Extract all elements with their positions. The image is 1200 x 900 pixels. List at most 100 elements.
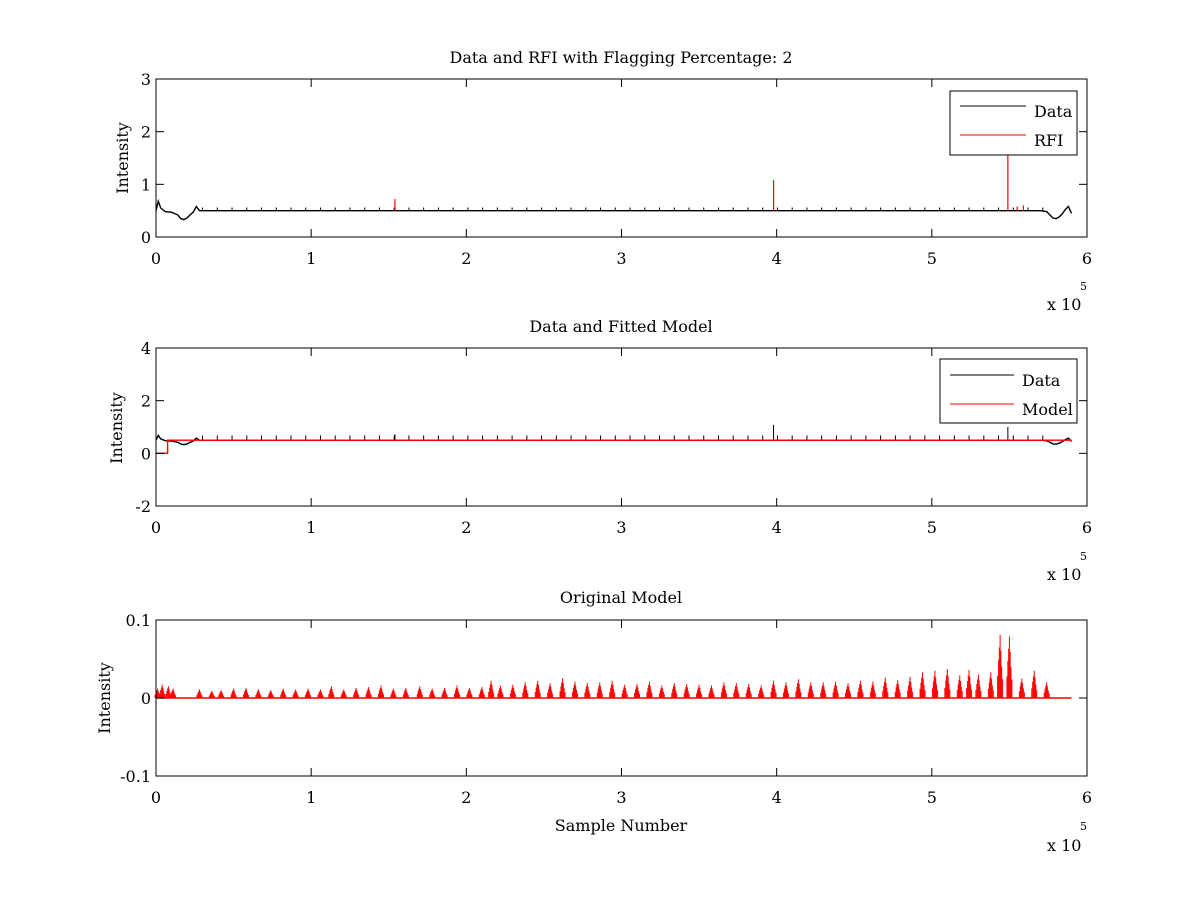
x-tick-label: 0 xyxy=(151,788,161,807)
subplot-1-legend-rfi-label: RFI xyxy=(1034,131,1063,150)
subplot-1-plot-area xyxy=(155,150,1073,221)
model-burst xyxy=(255,689,262,698)
model-burst xyxy=(497,685,504,698)
model-burst xyxy=(907,676,914,698)
model-burst xyxy=(931,670,938,698)
subplot-rfi: Data and RFI with Flagging Percentage: 2… xyxy=(113,48,1092,314)
model-burst xyxy=(488,680,495,698)
model-burst xyxy=(328,686,335,698)
model-burst xyxy=(170,688,177,698)
subplot-1-legend-data-label: Data xyxy=(1034,102,1073,121)
model-burst xyxy=(869,681,876,698)
model-burst xyxy=(478,687,485,698)
model-burst xyxy=(832,681,839,698)
model-burst xyxy=(1006,636,1013,698)
model-burst xyxy=(429,688,436,698)
y-tick-label: 2 xyxy=(141,392,151,411)
y-tick-label: 0 xyxy=(141,444,151,463)
model-burst xyxy=(305,688,312,698)
subplot-2-legend-model-label: Model xyxy=(1022,400,1073,419)
model-burst xyxy=(609,680,616,698)
x-tick-label: 3 xyxy=(616,518,626,537)
x-tick-label: 3 xyxy=(616,249,626,268)
model-burst xyxy=(987,672,994,698)
model-burst xyxy=(159,684,166,698)
model-burst xyxy=(621,684,628,698)
x-tick-label: 4 xyxy=(772,788,782,807)
subplot-2-title: Data and Fitted Model xyxy=(529,317,712,336)
model-burst xyxy=(596,682,603,698)
model-burst xyxy=(559,678,566,698)
subplot-1-ylabel: Intensity xyxy=(113,122,132,194)
subplot-2-ylabel: Intensity xyxy=(107,392,126,464)
subplot-3-x-exponent: x 10 xyxy=(1047,836,1081,855)
model-burst xyxy=(280,688,287,698)
model-burst xyxy=(454,685,461,698)
model-burst xyxy=(571,681,578,698)
subplot-2-legend-box xyxy=(939,358,1078,424)
model-burst xyxy=(882,677,889,698)
model-burst xyxy=(267,690,274,698)
subplot-1-x-exponent-power: 5 xyxy=(1080,280,1087,293)
model-burst xyxy=(807,682,814,698)
model-burst xyxy=(340,689,347,698)
model-burst xyxy=(218,690,225,698)
subplot-1-legend-box xyxy=(949,90,1078,156)
subplot-3-ticks: 0 1 2 3 4 5 6-0.100.1 xyxy=(120,611,1092,807)
subplot-original-model: Original Model Intensity Sample Number 0… xyxy=(95,588,1092,855)
model-burst xyxy=(441,687,448,698)
y-tick-label: 3 xyxy=(141,70,151,89)
model-burst xyxy=(365,687,372,698)
y-tick-label: -2 xyxy=(135,497,151,516)
model-burst xyxy=(509,684,516,698)
model-burst xyxy=(782,682,789,698)
subplot-1-ticks: 0 1 2 3 4 5 6 0 1 2 3 xyxy=(141,70,1092,268)
model-burst xyxy=(795,679,802,698)
model-burst xyxy=(402,687,409,698)
model-burst xyxy=(1043,682,1050,698)
model-burst xyxy=(696,684,703,698)
subplot-3-plot-area xyxy=(154,634,1072,699)
x-tick-label: 6 xyxy=(1082,249,1092,268)
model-burst xyxy=(230,688,237,698)
subplot-3-xlabel: Sample Number xyxy=(555,816,688,835)
y-tick-label: 2 xyxy=(141,123,151,142)
model-burst xyxy=(720,682,727,698)
model-burst xyxy=(292,689,299,698)
model-burst xyxy=(317,689,324,698)
model-burst xyxy=(547,683,554,698)
model-burst xyxy=(390,688,397,698)
model-burst xyxy=(733,683,740,698)
y-tick-label: 0 xyxy=(141,228,151,247)
model-burst xyxy=(820,682,827,698)
x-tick-label: 2 xyxy=(461,788,471,807)
model-burst xyxy=(1031,670,1038,698)
model-burst xyxy=(378,685,384,698)
x-tick-label: 5 xyxy=(927,249,937,268)
subplot-1-title: Data and RFI with Flagging Percentage: 2 xyxy=(449,48,792,67)
subplot-2-x-exponent: x 10 xyxy=(1047,565,1081,584)
model-burst xyxy=(534,680,541,698)
x-tick-label: 6 xyxy=(1082,518,1092,537)
model-burst xyxy=(208,690,215,698)
subplot-2-plot-area xyxy=(155,424,1073,454)
subplot-1-x-exponent: x 10 xyxy=(1047,295,1081,314)
series-data-line xyxy=(155,198,1073,221)
x-tick-label: 0 xyxy=(151,518,161,537)
x-tick-label: 4 xyxy=(772,518,782,537)
subplot-3-ylabel: Intensity xyxy=(95,662,114,734)
x-tick-label: 3 xyxy=(616,788,626,807)
x-tick-label: 4 xyxy=(772,249,782,268)
x-tick-label: 1 xyxy=(306,518,316,537)
x-tick-label: 5 xyxy=(927,788,937,807)
subplot-3-x-exponent-power: 5 xyxy=(1080,820,1087,833)
model-burst xyxy=(353,687,360,698)
x-tick-label: 1 xyxy=(306,249,316,268)
model-burst xyxy=(745,683,752,698)
subplot-2-legend: Data Model xyxy=(939,358,1078,424)
model-burst xyxy=(658,685,665,698)
subplot-model-fit: Data and Fitted Model Intensity 0 1 2 3 4 5 6 -… xyxy=(107,317,1092,584)
y-tick-label: 0 xyxy=(141,689,151,708)
